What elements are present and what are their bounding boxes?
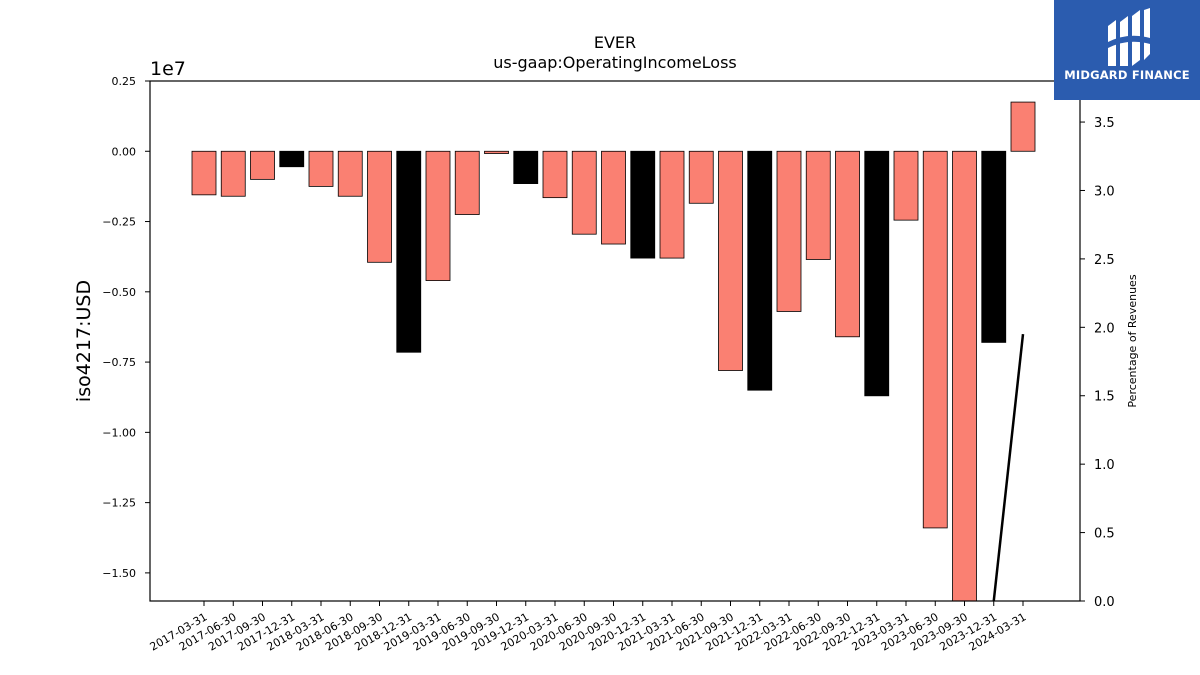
bar-2019-03-31: [425, 150, 451, 281]
bar-2018-03-31: [308, 150, 334, 187]
y2-tick-label: 1.0: [1094, 458, 1115, 473]
bar-2018-12-31: [396, 150, 422, 353]
bar-2022-09-30: [835, 150, 860, 338]
bar-2023-09-30: [952, 150, 977, 602]
bar-2022-12-31: [864, 150, 890, 397]
y-tick-label: −0.25: [102, 216, 136, 229]
bar-2019-12-31: [513, 150, 539, 184]
bar-2018-06-30: [337, 150, 363, 197]
bar-2021-03-31: [659, 150, 685, 259]
bar-2017-03-31: [191, 150, 217, 196]
y2-tick-label: 0.5: [1094, 527, 1115, 542]
y-tick-label: −0.75: [102, 356, 136, 369]
y2-tick-label: 3.0: [1094, 184, 1115, 199]
chart-subtitle: us-gaap:OperatingIncomeLoss: [493, 53, 737, 72]
bar-2017-12-31: [279, 150, 305, 168]
bar-2021-09-30: [718, 150, 743, 371]
brand-name: MIDGARD FINANCE: [1064, 68, 1190, 82]
y2-tick-label: 1.5: [1094, 390, 1115, 405]
midgard-logo-icon: [1108, 8, 1150, 66]
y2-axis-label: Percentage of Revenues: [1126, 274, 1139, 407]
y-tick-label: −0.50: [102, 286, 136, 299]
bar-2018-09-30: [367, 150, 392, 263]
bar-2017-09-30: [250, 150, 275, 180]
y2-tick-label: 2.5: [1094, 253, 1115, 268]
bar-2020-03-31: [542, 150, 568, 199]
bar-2020-12-31: [630, 150, 656, 259]
bar-2022-03-31: [776, 150, 802, 312]
bar-2019-09-30: [484, 150, 509, 154]
y-tick-label: 0.25: [112, 75, 137, 88]
y2-tick-label: 3.5: [1094, 116, 1115, 131]
plot-frame: [149, 80, 1081, 602]
y-tick-label: −1.50: [102, 567, 136, 580]
brand-logo: MIDGARD FINANCE: [1054, 0, 1200, 100]
bar-2021-06-30: [688, 150, 714, 204]
y-axis-label: iso4217:USD: [73, 280, 95, 402]
percentage-of-revenues-line: [992, 334, 1025, 602]
chart-title: EVER: [594, 33, 636, 52]
bar-2021-12-31: [747, 150, 773, 391]
bar-2020-06-30: [571, 150, 597, 235]
bar-2023-03-31: [893, 150, 919, 221]
bar-2020-09-30: [601, 150, 626, 245]
y-tick-label: −1.00: [102, 426, 136, 439]
y-tick-label: 0.00: [112, 145, 137, 158]
bar-2023-06-30: [922, 150, 948, 529]
y2-tick-label: 2.0: [1094, 321, 1115, 336]
y-tick-label: −1.25: [102, 497, 136, 510]
bar-2024-03-31: [1010, 101, 1036, 152]
y-offset-label: 1e7: [150, 58, 186, 80]
bar-2023-12-31: [981, 150, 1007, 343]
bar-2022-06-30: [805, 150, 831, 260]
bar-2017-06-30: [220, 150, 246, 197]
y2-tick-label: 0.0: [1094, 595, 1115, 610]
bar-2019-06-30: [454, 150, 480, 215]
